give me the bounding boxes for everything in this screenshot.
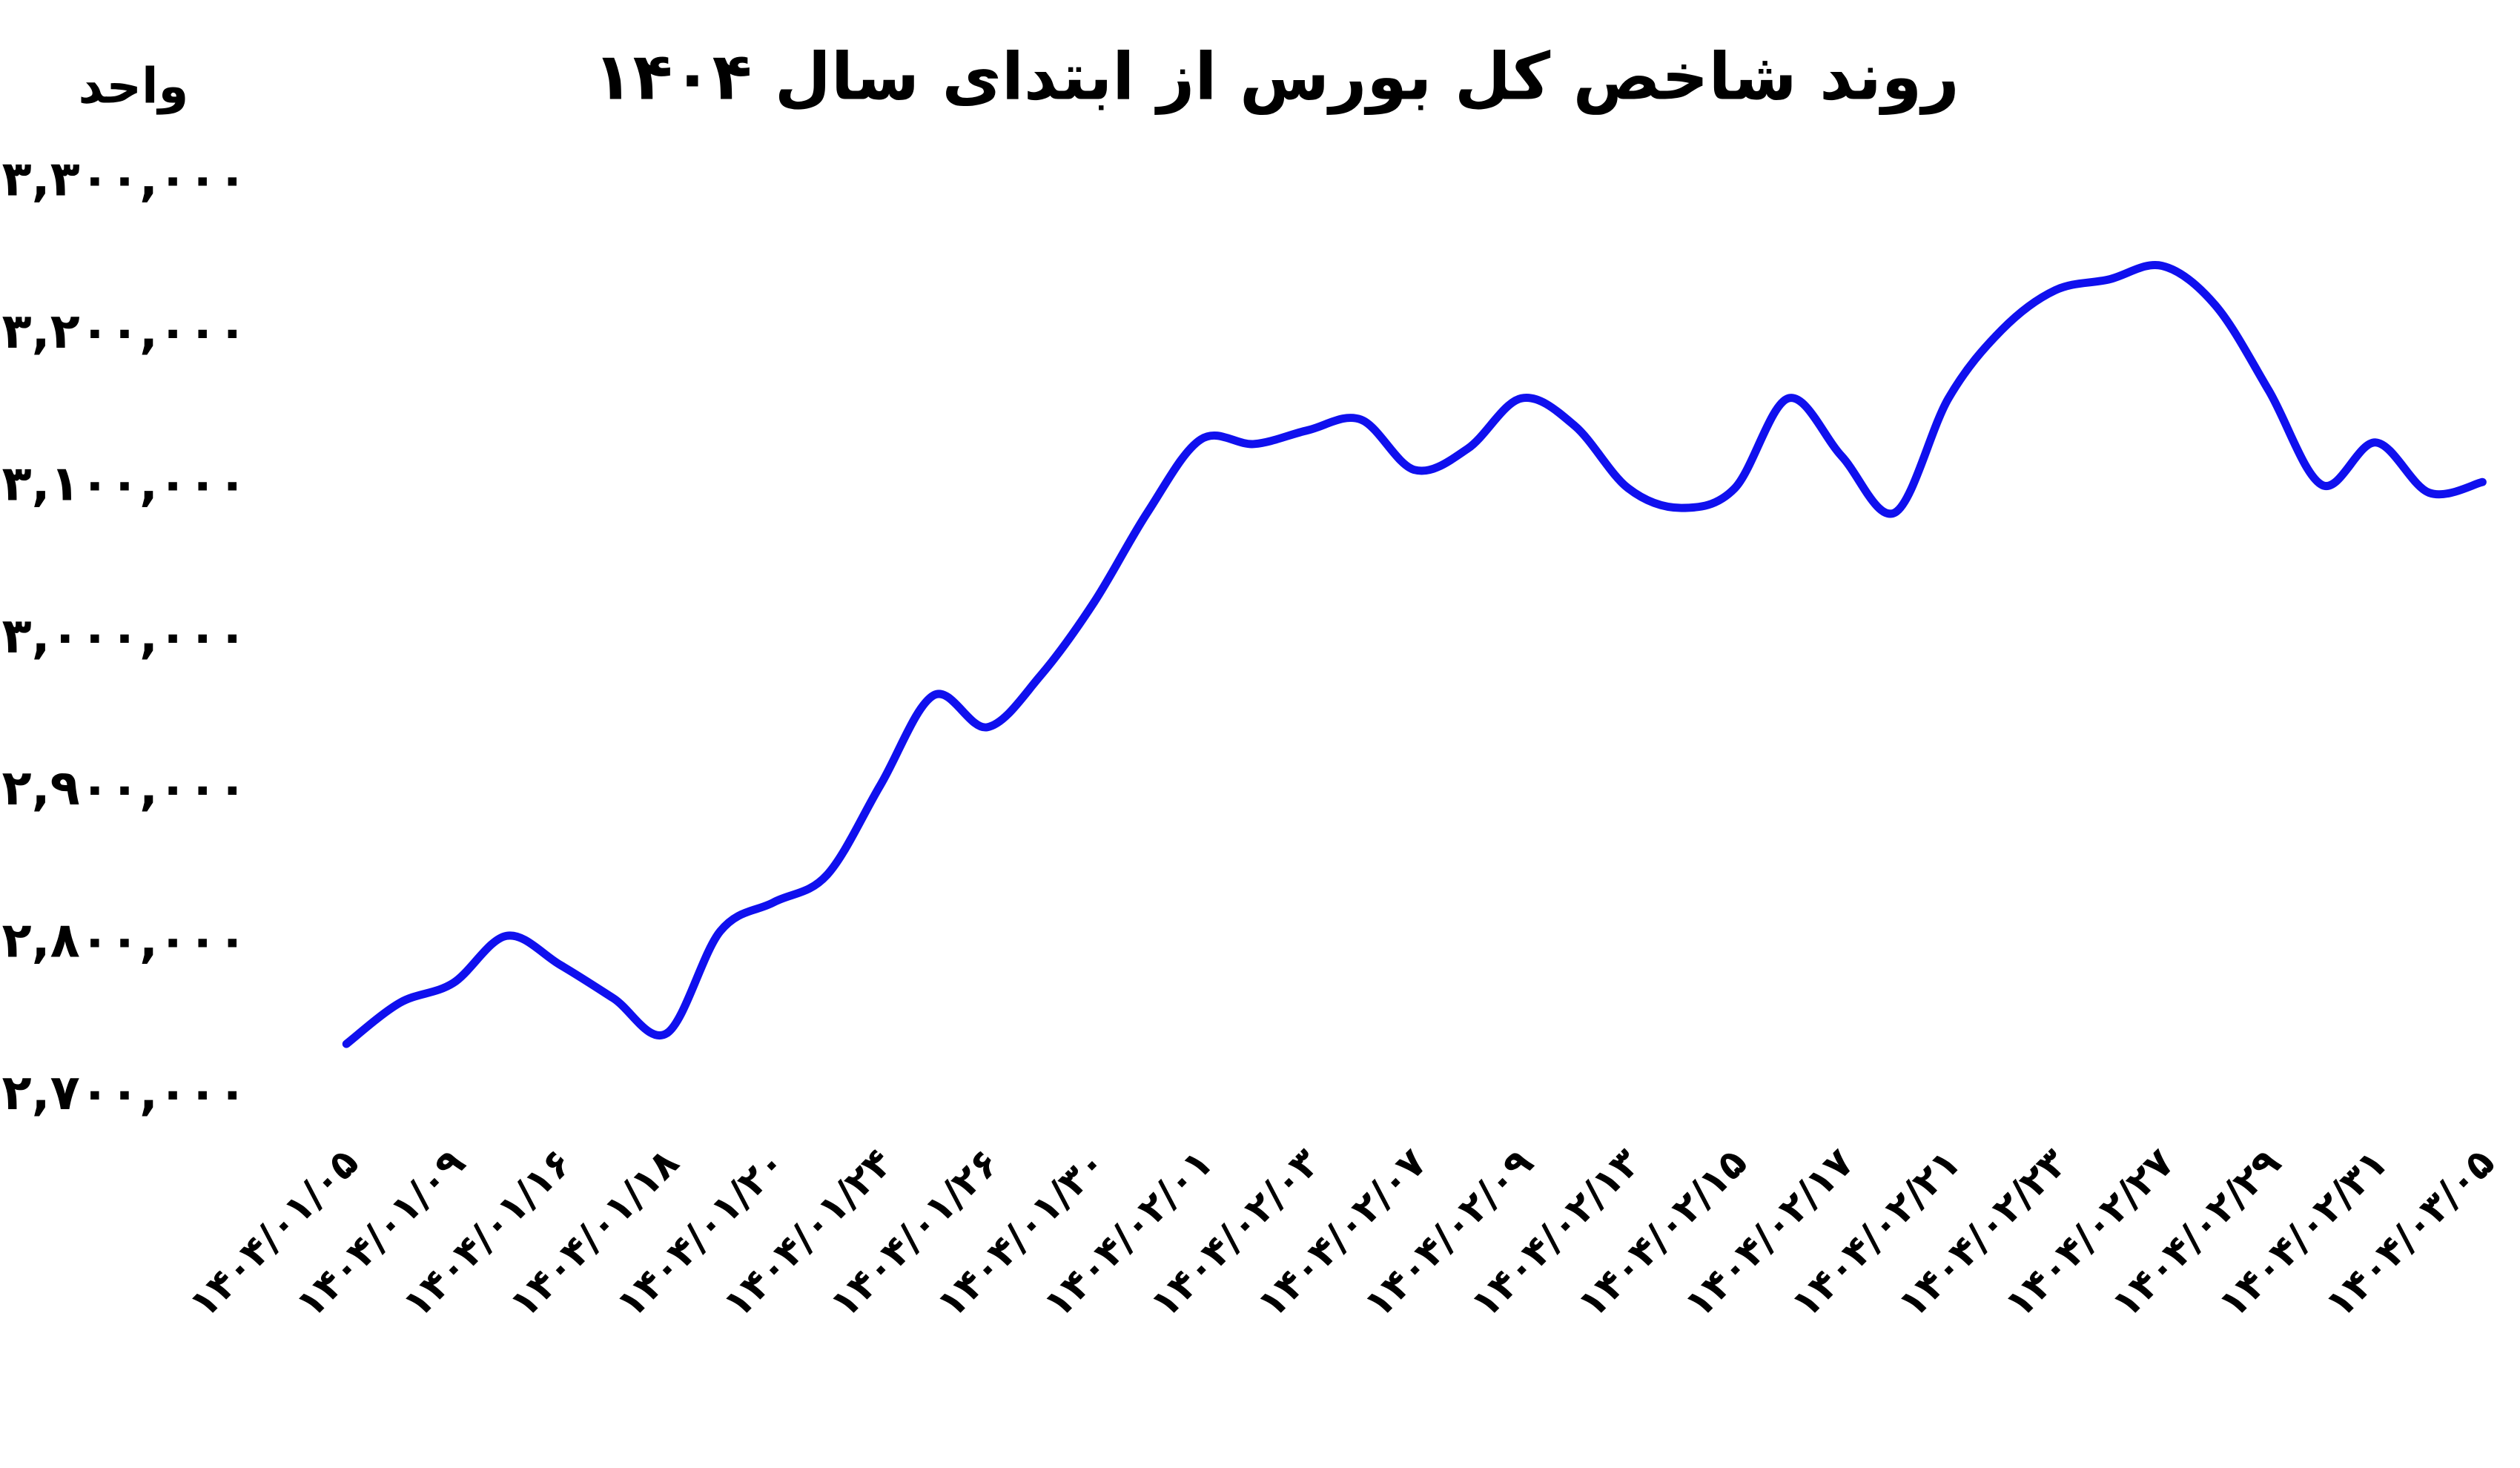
chart-title: روند شاخص کل بورس از ابتدای سال ۱۴۰۴ <box>593 39 1960 116</box>
y-axis-label: واحد <box>79 58 189 116</box>
y-tick-label: ۳,۰۰۰,۰۰۰ <box>2 607 248 664</box>
y-tick-label: ۲,۷۰۰,۰۰۰ <box>2 1064 248 1121</box>
y-tick-label: ۳,۲۰۰,۰۰۰ <box>2 302 248 360</box>
y-tick-label: ۲,۹۰۰,۰۰۰ <box>2 759 248 816</box>
y-tick-label: ۳,۳۰۰,۰۰۰ <box>2 151 248 208</box>
y-tick-label: ۲,۸۰۰,۰۰۰ <box>2 912 248 969</box>
line-series <box>342 260 2487 1048</box>
y-tick-label: ۳,۱۰۰,۰۰۰ <box>2 454 248 512</box>
